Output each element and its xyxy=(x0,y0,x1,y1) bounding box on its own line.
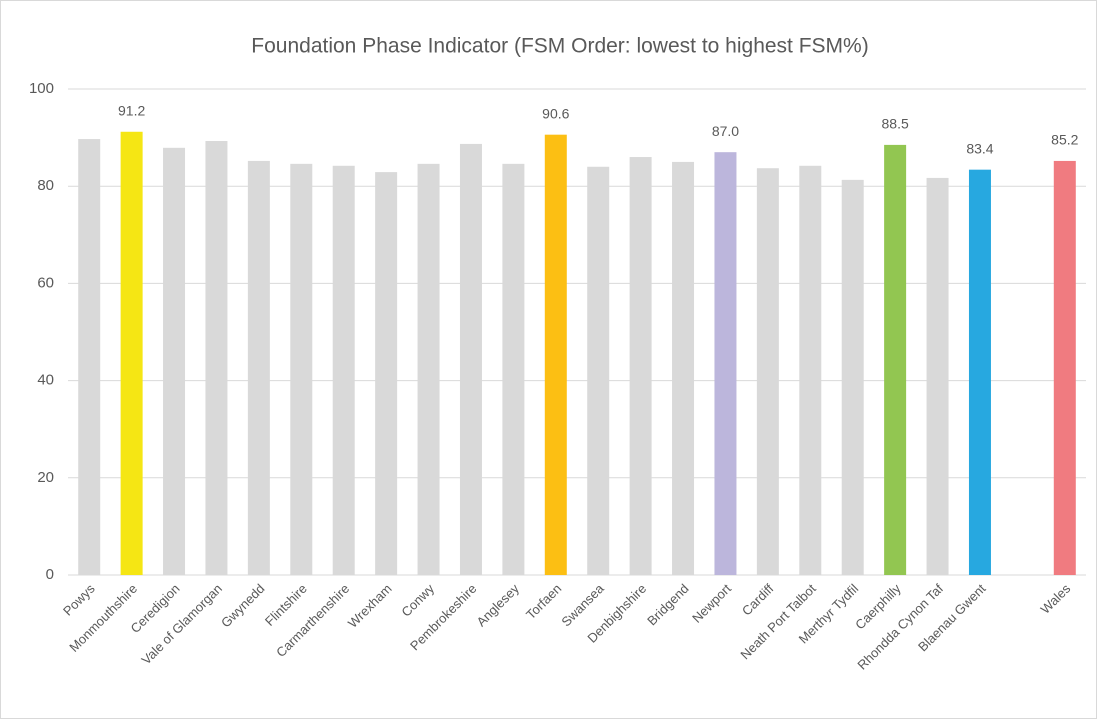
bar xyxy=(163,147,186,575)
bar xyxy=(799,165,822,575)
bar xyxy=(459,143,482,575)
bar xyxy=(120,131,143,575)
value-label: 90.6 xyxy=(542,105,569,121)
bar xyxy=(78,139,101,576)
value-label: 88.5 xyxy=(882,116,909,132)
bar xyxy=(247,160,270,576)
bar xyxy=(332,165,355,575)
bar xyxy=(629,157,652,576)
value-label: 83.4 xyxy=(966,140,993,156)
value-label: 85.2 xyxy=(1051,132,1078,148)
bar xyxy=(968,169,991,575)
value-label: 91.2 xyxy=(118,102,145,118)
y-tick-label: 60 xyxy=(37,274,54,291)
bar xyxy=(417,163,440,575)
chart-title: Foundation Phase Indicator (FSM Order: l… xyxy=(251,35,868,58)
bar xyxy=(502,163,525,575)
y-tick-label: 20 xyxy=(37,469,54,486)
bar xyxy=(375,172,398,575)
bar xyxy=(1053,160,1076,576)
bar xyxy=(544,134,567,575)
bar xyxy=(884,144,907,575)
y-tick-label: 0 xyxy=(46,566,54,583)
bar xyxy=(756,168,779,575)
bar xyxy=(290,163,313,575)
y-tick-label: 80 xyxy=(37,177,54,194)
y-tick-label: 40 xyxy=(37,372,54,389)
bar xyxy=(841,179,864,575)
bar xyxy=(672,161,695,575)
bar xyxy=(714,152,737,575)
value-label: 87.0 xyxy=(712,123,739,139)
bar xyxy=(205,141,228,575)
bar xyxy=(926,177,949,576)
y-tick-label: 100 xyxy=(29,80,54,97)
bar xyxy=(587,166,610,575)
